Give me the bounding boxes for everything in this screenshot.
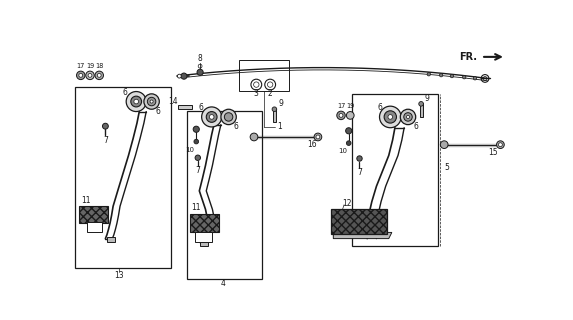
Text: 3: 3 [254, 89, 259, 98]
Text: 9: 9 [425, 94, 430, 103]
Text: 7: 7 [195, 166, 200, 175]
Circle shape [97, 73, 101, 77]
Bar [273, 109, 276, 122]
Text: 6: 6 [413, 123, 418, 132]
Circle shape [406, 116, 410, 118]
Text: 7: 7 [103, 136, 108, 145]
Circle shape [193, 126, 199, 132]
Bar [178, 105, 191, 109]
Circle shape [178, 74, 181, 78]
Text: 8: 8 [198, 54, 202, 63]
Circle shape [337, 111, 346, 120]
Bar [238, 60, 289, 91]
Circle shape [439, 74, 443, 77]
Polygon shape [79, 206, 108, 223]
Circle shape [462, 76, 466, 79]
Text: 6: 6 [123, 88, 128, 97]
Circle shape [197, 69, 203, 76]
Text: 10: 10 [186, 147, 195, 153]
Circle shape [339, 114, 343, 117]
Text: 1: 1 [277, 123, 282, 132]
Polygon shape [331, 209, 387, 234]
Circle shape [126, 92, 146, 112]
Circle shape [202, 107, 222, 127]
Text: 9: 9 [278, 99, 284, 108]
Polygon shape [190, 214, 219, 232]
Bar [200, 242, 208, 246]
Text: FR.: FR. [460, 52, 477, 62]
Text: 19: 19 [346, 103, 354, 109]
Text: 4: 4 [221, 279, 226, 288]
Text: 6: 6 [234, 123, 239, 132]
Circle shape [272, 107, 277, 112]
Text: 18: 18 [95, 63, 103, 69]
Circle shape [225, 113, 233, 121]
Circle shape [194, 139, 199, 144]
Circle shape [195, 155, 201, 160]
Text: 13: 13 [115, 271, 124, 280]
Circle shape [316, 135, 320, 139]
Text: 17: 17 [77, 63, 85, 69]
Circle shape [388, 115, 393, 119]
Circle shape [404, 113, 412, 121]
Text: 11: 11 [81, 196, 91, 204]
Circle shape [401, 109, 415, 124]
Circle shape [77, 71, 85, 80]
Text: 15: 15 [488, 148, 497, 157]
Circle shape [250, 133, 258, 141]
Bar [187, 111, 262, 279]
Circle shape [346, 128, 352, 134]
Text: 12: 12 [343, 199, 352, 208]
Circle shape [181, 73, 187, 79]
Circle shape [209, 115, 214, 119]
Text: 16: 16 [307, 140, 316, 149]
Text: 14: 14 [168, 97, 178, 106]
Text: 5: 5 [444, 163, 449, 172]
Circle shape [450, 74, 454, 78]
Bar [74, 87, 171, 268]
Text: 10: 10 [338, 148, 347, 154]
Circle shape [314, 133, 322, 141]
Text: 6: 6 [155, 107, 160, 116]
Circle shape [131, 96, 142, 107]
Circle shape [95, 71, 104, 80]
Circle shape [357, 156, 362, 161]
Circle shape [473, 76, 477, 80]
Circle shape [347, 112, 354, 119]
Circle shape [379, 106, 401, 128]
Bar [107, 237, 115, 242]
Text: 11: 11 [191, 203, 201, 212]
Circle shape [79, 73, 83, 77]
Text: 7: 7 [357, 168, 362, 177]
Bar [87, 222, 103, 232]
Circle shape [86, 71, 94, 80]
Circle shape [144, 94, 159, 109]
Text: 17: 17 [337, 103, 345, 109]
Circle shape [347, 141, 351, 145]
Circle shape [103, 123, 108, 129]
Circle shape [150, 100, 153, 103]
Bar [195, 232, 211, 242]
Bar [419, 103, 423, 117]
Circle shape [134, 99, 139, 104]
Circle shape [221, 109, 236, 124]
Circle shape [419, 101, 423, 106]
Circle shape [499, 143, 503, 147]
Circle shape [206, 112, 217, 122]
Bar [352, 94, 438, 246]
Circle shape [147, 97, 156, 106]
Polygon shape [333, 232, 392, 239]
Circle shape [88, 73, 92, 77]
Text: 19: 19 [86, 63, 94, 69]
Circle shape [497, 141, 504, 148]
Circle shape [384, 111, 397, 123]
Text: 2: 2 [268, 89, 273, 98]
Circle shape [427, 73, 430, 76]
Circle shape [440, 141, 448, 148]
Text: 6: 6 [198, 103, 203, 112]
Text: 6: 6 [377, 103, 382, 112]
